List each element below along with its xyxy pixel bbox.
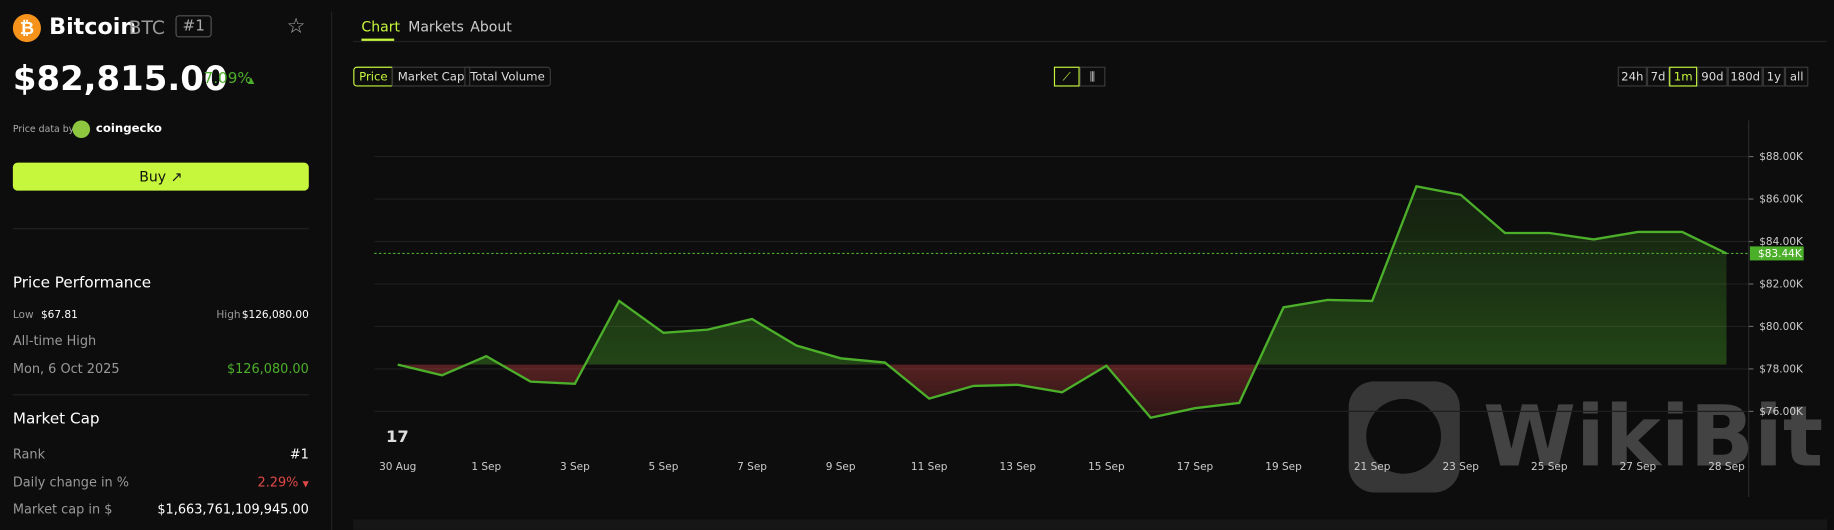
low-value: $67.81 <box>40 309 78 322</box>
high-value: $126,080.00 <box>241 309 309 322</box>
row-value: 2.29% ▼ <box>257 474 309 491</box>
range-button[interactable]: 7d <box>1646 66 1670 87</box>
last-price-badge <box>1749 246 1804 261</box>
range-button[interactable]: all <box>1784 66 1809 87</box>
tabs-divider <box>353 40 1828 43</box>
ath-date: Mon, 6 Oct 2025 <box>12 361 120 377</box>
section-title: Price Performance <box>12 274 152 293</box>
tab[interactable]: Chart <box>361 18 401 36</box>
x-tick-label: 27 Sep <box>1620 461 1657 473</box>
metric-button[interactable]: Total Volume <box>464 66 551 87</box>
line-chart-toggle[interactable]: ⟋ <box>1053 66 1080 87</box>
source-name: coingecko <box>95 122 162 136</box>
watermark-text: WikiBit <box>1483 388 1823 486</box>
row-label: Rank <box>12 446 46 463</box>
y-tick-label: $82.00K <box>1759 278 1804 290</box>
x-tick-label: 13 Sep <box>1000 461 1037 473</box>
buy-button[interactable]: Buy ↗ <box>12 162 309 191</box>
metric-button[interactable]: Market Cap <box>391 66 471 87</box>
tab[interactable]: Markets <box>408 18 464 36</box>
coin-icon: ₿ <box>12 14 41 43</box>
section-title: Market Cap <box>12 410 100 429</box>
star-icon[interactable]: ☆ <box>286 14 306 39</box>
y-tick-label: $80.00K <box>1759 321 1804 333</box>
x-tick-label: 15 Sep <box>1088 461 1125 473</box>
x-tick-label: 9 Sep <box>826 461 856 473</box>
row-value: #1 <box>289 446 309 463</box>
range-button[interactable]: 1m <box>1669 66 1698 87</box>
x-tick-label: 17 Sep <box>1177 461 1214 473</box>
source-prefix: Price data by <box>12 123 75 135</box>
scroll-area <box>353 519 1828 530</box>
up-arrow: ▲ <box>247 76 255 86</box>
price-change: 7.09% <box>203 70 252 88</box>
range-button[interactable]: 1y <box>1762 66 1785 87</box>
y-tick-label: $84.00K <box>1759 236 1804 248</box>
source-logo <box>72 120 91 139</box>
x-tick-label: 19 Sep <box>1265 461 1302 473</box>
last-price-label: $83.44K <box>1758 248 1803 260</box>
price-line <box>397 184 1727 420</box>
x-tick-label: 7 Sep <box>737 461 767 473</box>
range-button[interactable]: 24h <box>1617 66 1647 87</box>
tab-underline <box>361 38 395 41</box>
x-tick-label: 3 Sep <box>560 461 590 473</box>
ath-label: All-time High <box>12 333 97 349</box>
row-label: Daily change in % <box>12 474 130 491</box>
buy-label: Buy <box>139 168 167 185</box>
tradingview-logo: 17 <box>386 427 409 446</box>
tab[interactable]: About <box>470 18 512 36</box>
low-label: Low <box>12 309 34 322</box>
x-tick-label: 28 Sep <box>1708 461 1745 473</box>
range-button[interactable]: 180d <box>1727 66 1763 87</box>
row-value: $1,663,761,109,945.00 <box>157 501 309 518</box>
divider <box>12 394 309 396</box>
x-tick-label: 30 Aug <box>379 461 416 473</box>
x-tick-label: 5 Sep <box>649 461 679 473</box>
candle-chart-toggle[interactable]: ⫼ <box>1079 66 1106 87</box>
y-tick-label: $78.00K <box>1759 363 1804 375</box>
daily-change: 2.29% <box>257 474 299 491</box>
ath-value: $126,080.00 <box>226 361 309 377</box>
x-tick-label: 23 Sep <box>1442 461 1479 473</box>
x-tick-label: 11 Sep <box>911 461 948 473</box>
watermark: WikiBit <box>1348 381 1823 493</box>
price: $82,815.00 <box>12 58 228 99</box>
x-tick-label: 21 Sep <box>1354 461 1391 473</box>
divider <box>12 228 309 230</box>
x-tick-label: 25 Sep <box>1531 461 1568 473</box>
row-label: Market cap in $ <box>12 501 113 518</box>
panel-divider <box>331 11 333 530</box>
y-tick-label: $88.00K <box>1759 151 1804 163</box>
area-fill <box>397 186 1727 418</box>
coin-name: Bitcoin <box>49 14 137 40</box>
coin-symbol: BTC <box>128 16 165 39</box>
x-tick-label: 1 Sep <box>471 461 501 473</box>
high-label: High <box>216 309 241 322</box>
y-tick-label: $86.00K <box>1759 194 1804 206</box>
range-button[interactable]: 90d <box>1697 66 1728 87</box>
y-tick-label: $76.00K <box>1759 406 1804 418</box>
rank-badge: #1 <box>175 15 212 38</box>
